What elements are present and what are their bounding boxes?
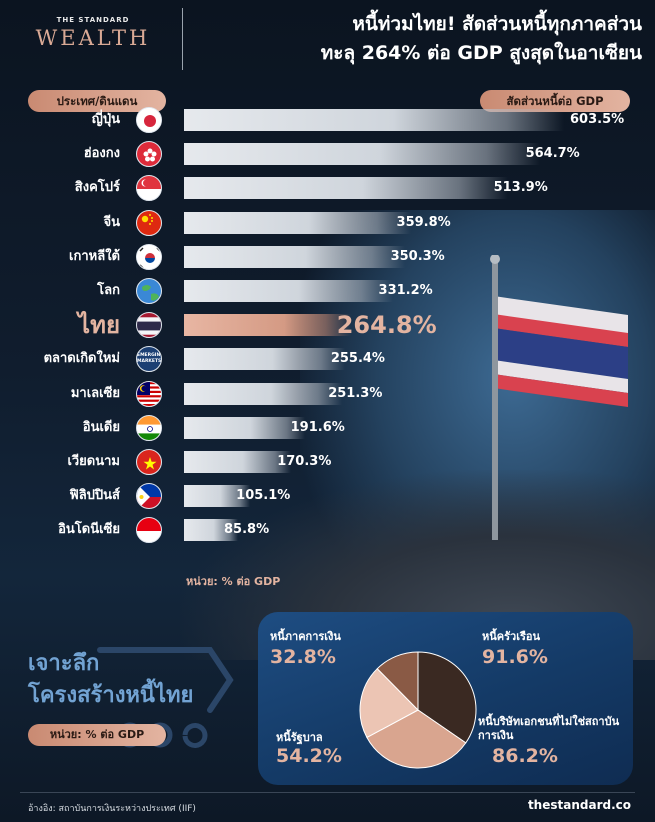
site-link[interactable]: thestandard.co [527,798,631,812]
bar-value-label: 251.3% [328,385,383,401]
bar [184,348,345,371]
bar-value-label: 513.9% [493,180,548,196]
japan-flag-icon [136,107,162,133]
bar-value-label: 85.8% [224,522,270,538]
bar [184,314,351,337]
headline-line1: หนี้ท่วมไทย! สัดส่วนหนี้ทุกภาคส่วน [352,13,642,35]
pie-unit-pill: หน่วย: % ต่อ GDP [28,724,166,746]
bar-row: จีน 359.8% [0,209,655,237]
deep-dive-title: เจาะลึก โครงสร้างหนี้ไทย [28,648,193,712]
bar [184,485,251,508]
country-label: เกาหลีใต้ [69,248,120,264]
bar-row: สิงคโปร์ 513.9% [0,174,655,202]
vietnam-flag-icon [136,449,162,475]
bar-row: ไทย 264.8% [0,311,655,339]
country-label: โลก [97,283,120,298]
pie-value-household: 91.6% [482,646,548,668]
bar [184,451,292,473]
emerging-markets-flag-icon: EMERGING MARKETS [136,346,162,373]
globe-flag-icon [136,278,162,304]
brand-logo: THE STANDARD WEALTH [28,16,158,50]
india-flag-icon [136,414,162,441]
bar [184,109,564,131]
bar-row: เวียดนาม 170.3% [0,448,655,476]
headline: หนี้ท่วมไทย! สัดส่วนหนี้ทุกภาคส่วน ทะลุ … [196,10,642,68]
country-label: สิงคโปร์ [74,180,120,196]
thailand-flag-icon [136,312,162,339]
bar-row: อินเดีย 191.6% [0,414,655,442]
singapore-flag-icon [136,175,162,202]
pie-slice [376,651,419,712]
bar [184,245,405,268]
pie-slice [417,651,477,744]
country-label: ไทย [78,311,120,340]
pie-label-household: หนี้ครัวเรือน [482,630,541,643]
south-korea-flag-icon [136,243,162,270]
bar-row: ฮ่องกง 564.7% [0,140,655,168]
emerging-markets-badge-text: EMERGING MARKETS [137,353,162,365]
country-label: อินเดีย [82,419,120,435]
brand-name: WEALTH [35,26,151,50]
hong-kong-flag-icon [136,141,162,168]
bar-row: ญี่ปุ่น 603.5% [0,106,655,134]
bar [184,416,305,439]
bar [184,519,239,542]
source-note: อ้างอิง: สถาบันการเงินระหว่างประเทศ (IIF… [28,804,196,814]
bar-value-label: 105.1% [236,488,291,504]
bar-row: เกาหลีใต้ 350.3% [0,243,655,271]
bar-value-label: 603.5% [570,112,625,127]
headline-line2: ทะลุ 264% ต่อ GDP สูงสุดในอาเซียน [320,42,642,64]
bar [184,280,393,302]
bar-value-label: 191.6% [290,419,345,435]
bar-value-label: 255.4% [330,351,385,367]
bar-value-label: 331.2% [378,283,433,298]
philippines-flag-icon [136,483,162,510]
indonesia-flag-icon [136,517,162,544]
pie-label-corporate: หนี้บริษัทเอกชนที่ไม่ใช่สถาบันการเงิน [478,715,620,742]
pie-value-financial: 32.8% [270,646,336,668]
country-label: เวียดนาม [67,454,120,469]
pie-label-financial: หนี้ภาคการเงิน [270,630,341,643]
brand-top: THE STANDARD [56,16,130,24]
bar-row: อินโดนีเซีย 85.8% [0,516,655,544]
country-label: ฟิลิปปินส์ [69,488,121,504]
thai-flag-illustration [490,255,628,540]
china-flag-icon [136,209,162,236]
bar-chart-unit: หน่วย: % ต่อ GDP [186,575,281,588]
malaysia-flag-icon [136,380,162,407]
country-label: จีน [103,214,120,230]
debt-structure-pie [359,651,477,769]
bar-row: ตลาดเกิดใหม่ EMERGING MARKETS 255.4% [0,345,655,373]
column-header-ratio: สัดส่วนหนี้ต่อ GDP [480,90,630,112]
pie-label-government: หนี้รัฐบาล [276,731,323,744]
bar-value-label: 170.3% [277,454,332,469]
country-label: ฮ่องกง [83,146,120,162]
pie-slice [359,667,419,739]
bar-value-label: 264.8% [336,311,437,340]
bar-value-label: 350.3% [390,248,445,264]
country-label: ตลาดเกิดใหม่ [43,351,120,367]
bar-row: ฟิลิปปินส์ 105.1% [0,482,655,510]
footer-divider [20,792,635,793]
bar [184,211,411,234]
header-divider [182,8,183,70]
bar-row: มาเลเซีย 251.3% [0,380,655,408]
bar-row: โลก 331.2% [0,277,655,305]
deep-dive-line1: เจาะลึก [28,651,100,676]
country-label: อินโดนีเซีย [58,522,120,538]
country-label: ญี่ปุ่น [91,112,120,127]
bar [184,143,540,166]
column-header-country: ประเทศ/ดินแดน [28,90,166,112]
country-label: มาเลเซีย [70,385,120,401]
bar-value-label: 359.8% [396,214,451,230]
bar [184,382,343,405]
pie-value-government: 54.2% [276,745,342,767]
pie-value-corporate: 86.2% [492,745,558,767]
bar [184,177,508,200]
bar-value-label: 564.7% [525,146,580,162]
deep-dive-line2: โครงสร้างหนี้ไทย [28,683,194,708]
